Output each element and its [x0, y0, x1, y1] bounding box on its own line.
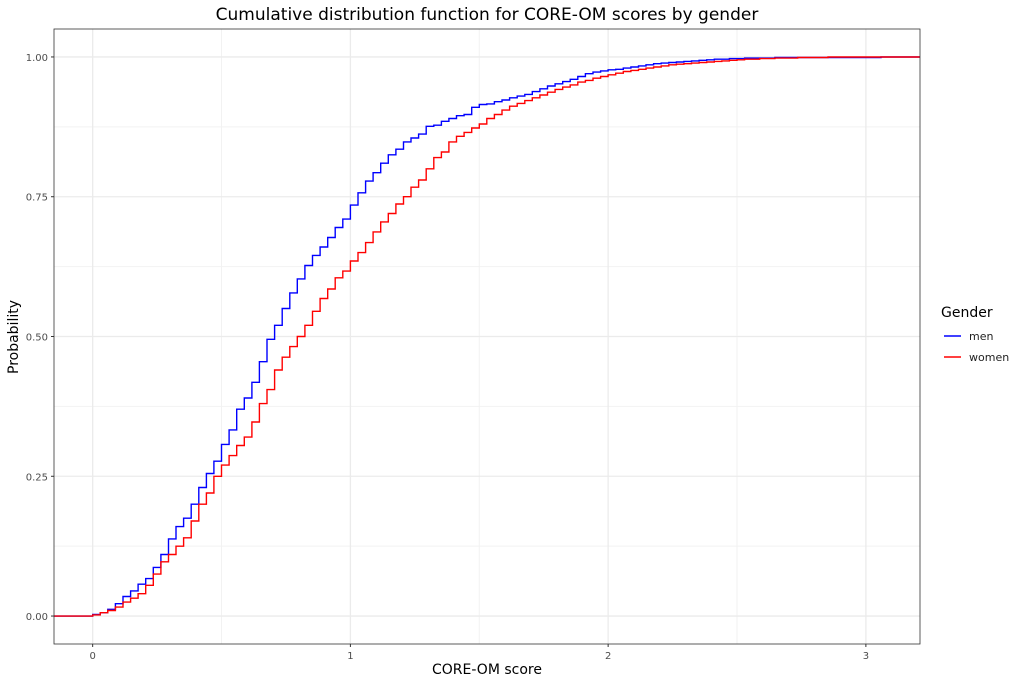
grid — [54, 29, 920, 644]
y-tick-label: 0.00 — [26, 612, 48, 623]
legend: Gender men women — [941, 305, 1009, 364]
y-tick-label: 0.50 — [26, 333, 48, 344]
ecdf-line-women — [54, 56, 920, 617]
y-axis-label: Probability — [6, 300, 22, 374]
y-tick-label: 1.00 — [26, 53, 48, 64]
x-tick-label: 2 — [605, 651, 611, 662]
legend-label-women: women — [969, 351, 1009, 364]
ecdf-line-men — [54, 56, 920, 617]
x-tick-label: 0 — [89, 651, 95, 662]
x-tick-label: 1 — [347, 651, 353, 662]
legend-label-men: men — [969, 330, 993, 343]
legend-title: Gender — [941, 305, 993, 321]
series-layer — [54, 56, 920, 617]
chart-title: Cumulative distribution function for COR… — [216, 5, 759, 25]
x-axis-label: CORE-OM score — [432, 662, 542, 678]
y-tick-label: 0.25 — [26, 472, 48, 483]
axis-ticks: 0.00 0.25 0.50 0.75 1.00 0 1 2 3 — [26, 53, 869, 662]
x-tick-label: 3 — [863, 651, 869, 662]
y-tick-label: 0.75 — [26, 193, 48, 204]
